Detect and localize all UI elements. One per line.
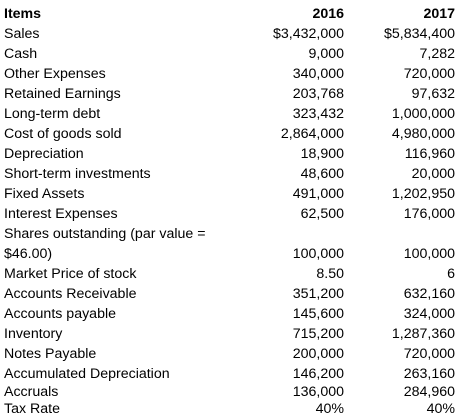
row-value-2017: 720,000 xyxy=(403,346,455,362)
row-value-2017: 1,202,950 xyxy=(391,186,455,202)
row-value-2017: 97,632 xyxy=(411,86,455,102)
row-label: Cash xyxy=(4,46,38,62)
row-value-2017: 6 xyxy=(447,266,455,282)
row-value-2016: 203,768 xyxy=(292,86,344,102)
row-value-2017: 40% xyxy=(426,401,455,417)
row-label: Accounts Receivable xyxy=(4,286,137,302)
row-label: Depreciation xyxy=(4,146,84,162)
row-label: Accounts payable xyxy=(4,306,116,322)
table-row: Fixed Assets 491,000 1,202,950 xyxy=(0,184,474,204)
table-row: Cash 9,000 7,282 xyxy=(0,44,474,64)
row-value-2017: 720,000 xyxy=(403,66,455,82)
row-label: Retained Earnings xyxy=(4,86,121,102)
row-value-2016: 146,200 xyxy=(292,366,344,382)
table-row: Cost of goods sold 2,864,000 4,980,000 xyxy=(0,124,474,144)
table-row: Other Expenses 340,000 720,000 xyxy=(0,64,474,84)
table-row: Sales $3,432,000 $5,834,400 xyxy=(0,24,474,44)
row-label: Accruals xyxy=(4,384,59,400)
row-value-2016: 715,200 xyxy=(292,326,344,342)
row-value-2016: $3,432,000 xyxy=(272,26,344,42)
table-row: Accumulated Depreciation 146,200 263,160 xyxy=(0,364,474,384)
row-value-2017: 284,960 xyxy=(403,384,455,400)
row-value-2016: 351,200 xyxy=(292,286,344,302)
table-row: Retained Earnings 203,768 97,632 xyxy=(0,84,474,104)
row-label: Accumulated Depreciation xyxy=(4,366,170,382)
row-value-2016: 323,432 xyxy=(292,106,344,122)
table-row: Interest Expenses 62,500 176,000 xyxy=(0,204,474,224)
header-2016: 2016 xyxy=(312,6,344,22)
table-header-row: Items 2016 2017 xyxy=(0,4,474,24)
row-label: Long-term debt xyxy=(4,106,101,122)
row-value-2017: 263,160 xyxy=(403,366,455,382)
row-value-2016: 48,600 xyxy=(300,166,344,182)
row-value-2016: 8.50 xyxy=(316,266,344,282)
row-label: Fixed Assets xyxy=(4,186,85,202)
row-value-2017: 100,000 xyxy=(403,246,455,262)
row-value-2016: 200,000 xyxy=(292,346,344,362)
row-label: Short-term investments xyxy=(4,166,151,182)
row-value-2016: 100,000 xyxy=(292,246,344,262)
row-label: Interest Expenses xyxy=(4,206,118,222)
row-value-2017: 176,000 xyxy=(403,206,455,222)
table-row: Depreciation 18,900 116,960 xyxy=(0,144,474,164)
row-value-2017: 7,282 xyxy=(419,46,455,62)
row-value-2016: 18,900 xyxy=(300,146,344,162)
row-value-2017: 1,000,000 xyxy=(391,106,455,122)
row-value-2016: 40% xyxy=(315,401,344,417)
row-label: Inventory xyxy=(4,326,63,342)
row-value-2016: 62,500 xyxy=(300,206,344,222)
table-row: Accruals 136,000 284,960 xyxy=(0,382,474,402)
row-value-2016: 9,000 xyxy=(308,46,344,62)
row-label: Cost of goods sold xyxy=(4,126,122,142)
row-value-2017: 4,980,000 xyxy=(391,126,455,142)
table-row: Short-term investments 48,600 20,000 xyxy=(0,164,474,184)
table-row: Inventory 715,200 1,287,360 xyxy=(0,324,474,344)
table-row: Shares outstanding (par value = $46.00) … xyxy=(0,224,474,264)
table-row: Accounts Receivable 351,200 632,160 xyxy=(0,284,474,304)
row-label: Other Expenses xyxy=(4,66,106,82)
row-label: Market Price of stock xyxy=(4,266,137,282)
row-value-2017: 1,287,360 xyxy=(391,326,455,342)
row-value-2016: 2,864,000 xyxy=(280,126,344,142)
row-label: Tax Rate xyxy=(4,401,60,417)
row-label: Shares outstanding (par value = $46.00) xyxy=(4,226,206,262)
row-value-2017: $5,834,400 xyxy=(383,26,455,42)
row-value-2016: 145,600 xyxy=(292,306,344,322)
row-value-2017: 632,160 xyxy=(403,286,455,302)
header-items: Items xyxy=(4,6,42,22)
table-row: Notes Payable 200,000 720,000 xyxy=(0,344,474,364)
row-value-2017: 20,000 xyxy=(411,166,455,182)
row-label: Sales xyxy=(4,26,40,42)
table-row: Accounts payable 145,600 324,000 xyxy=(0,304,474,324)
table-row: Tax Rate 40% 40% xyxy=(0,399,474,419)
row-value-2016: 136,000 xyxy=(292,384,344,400)
row-value-2016: 340,000 xyxy=(292,66,344,82)
table-row: Market Price of stock 8.50 6 xyxy=(0,264,474,284)
row-value-2017: 324,000 xyxy=(403,306,455,322)
row-value-2016: 491,000 xyxy=(292,186,344,202)
table-row: Long-term debt 323,432 1,000,000 xyxy=(0,104,474,124)
header-2017: 2017 xyxy=(423,6,455,22)
row-value-2017: 116,960 xyxy=(404,146,455,162)
row-label: Notes Payable xyxy=(4,346,97,362)
